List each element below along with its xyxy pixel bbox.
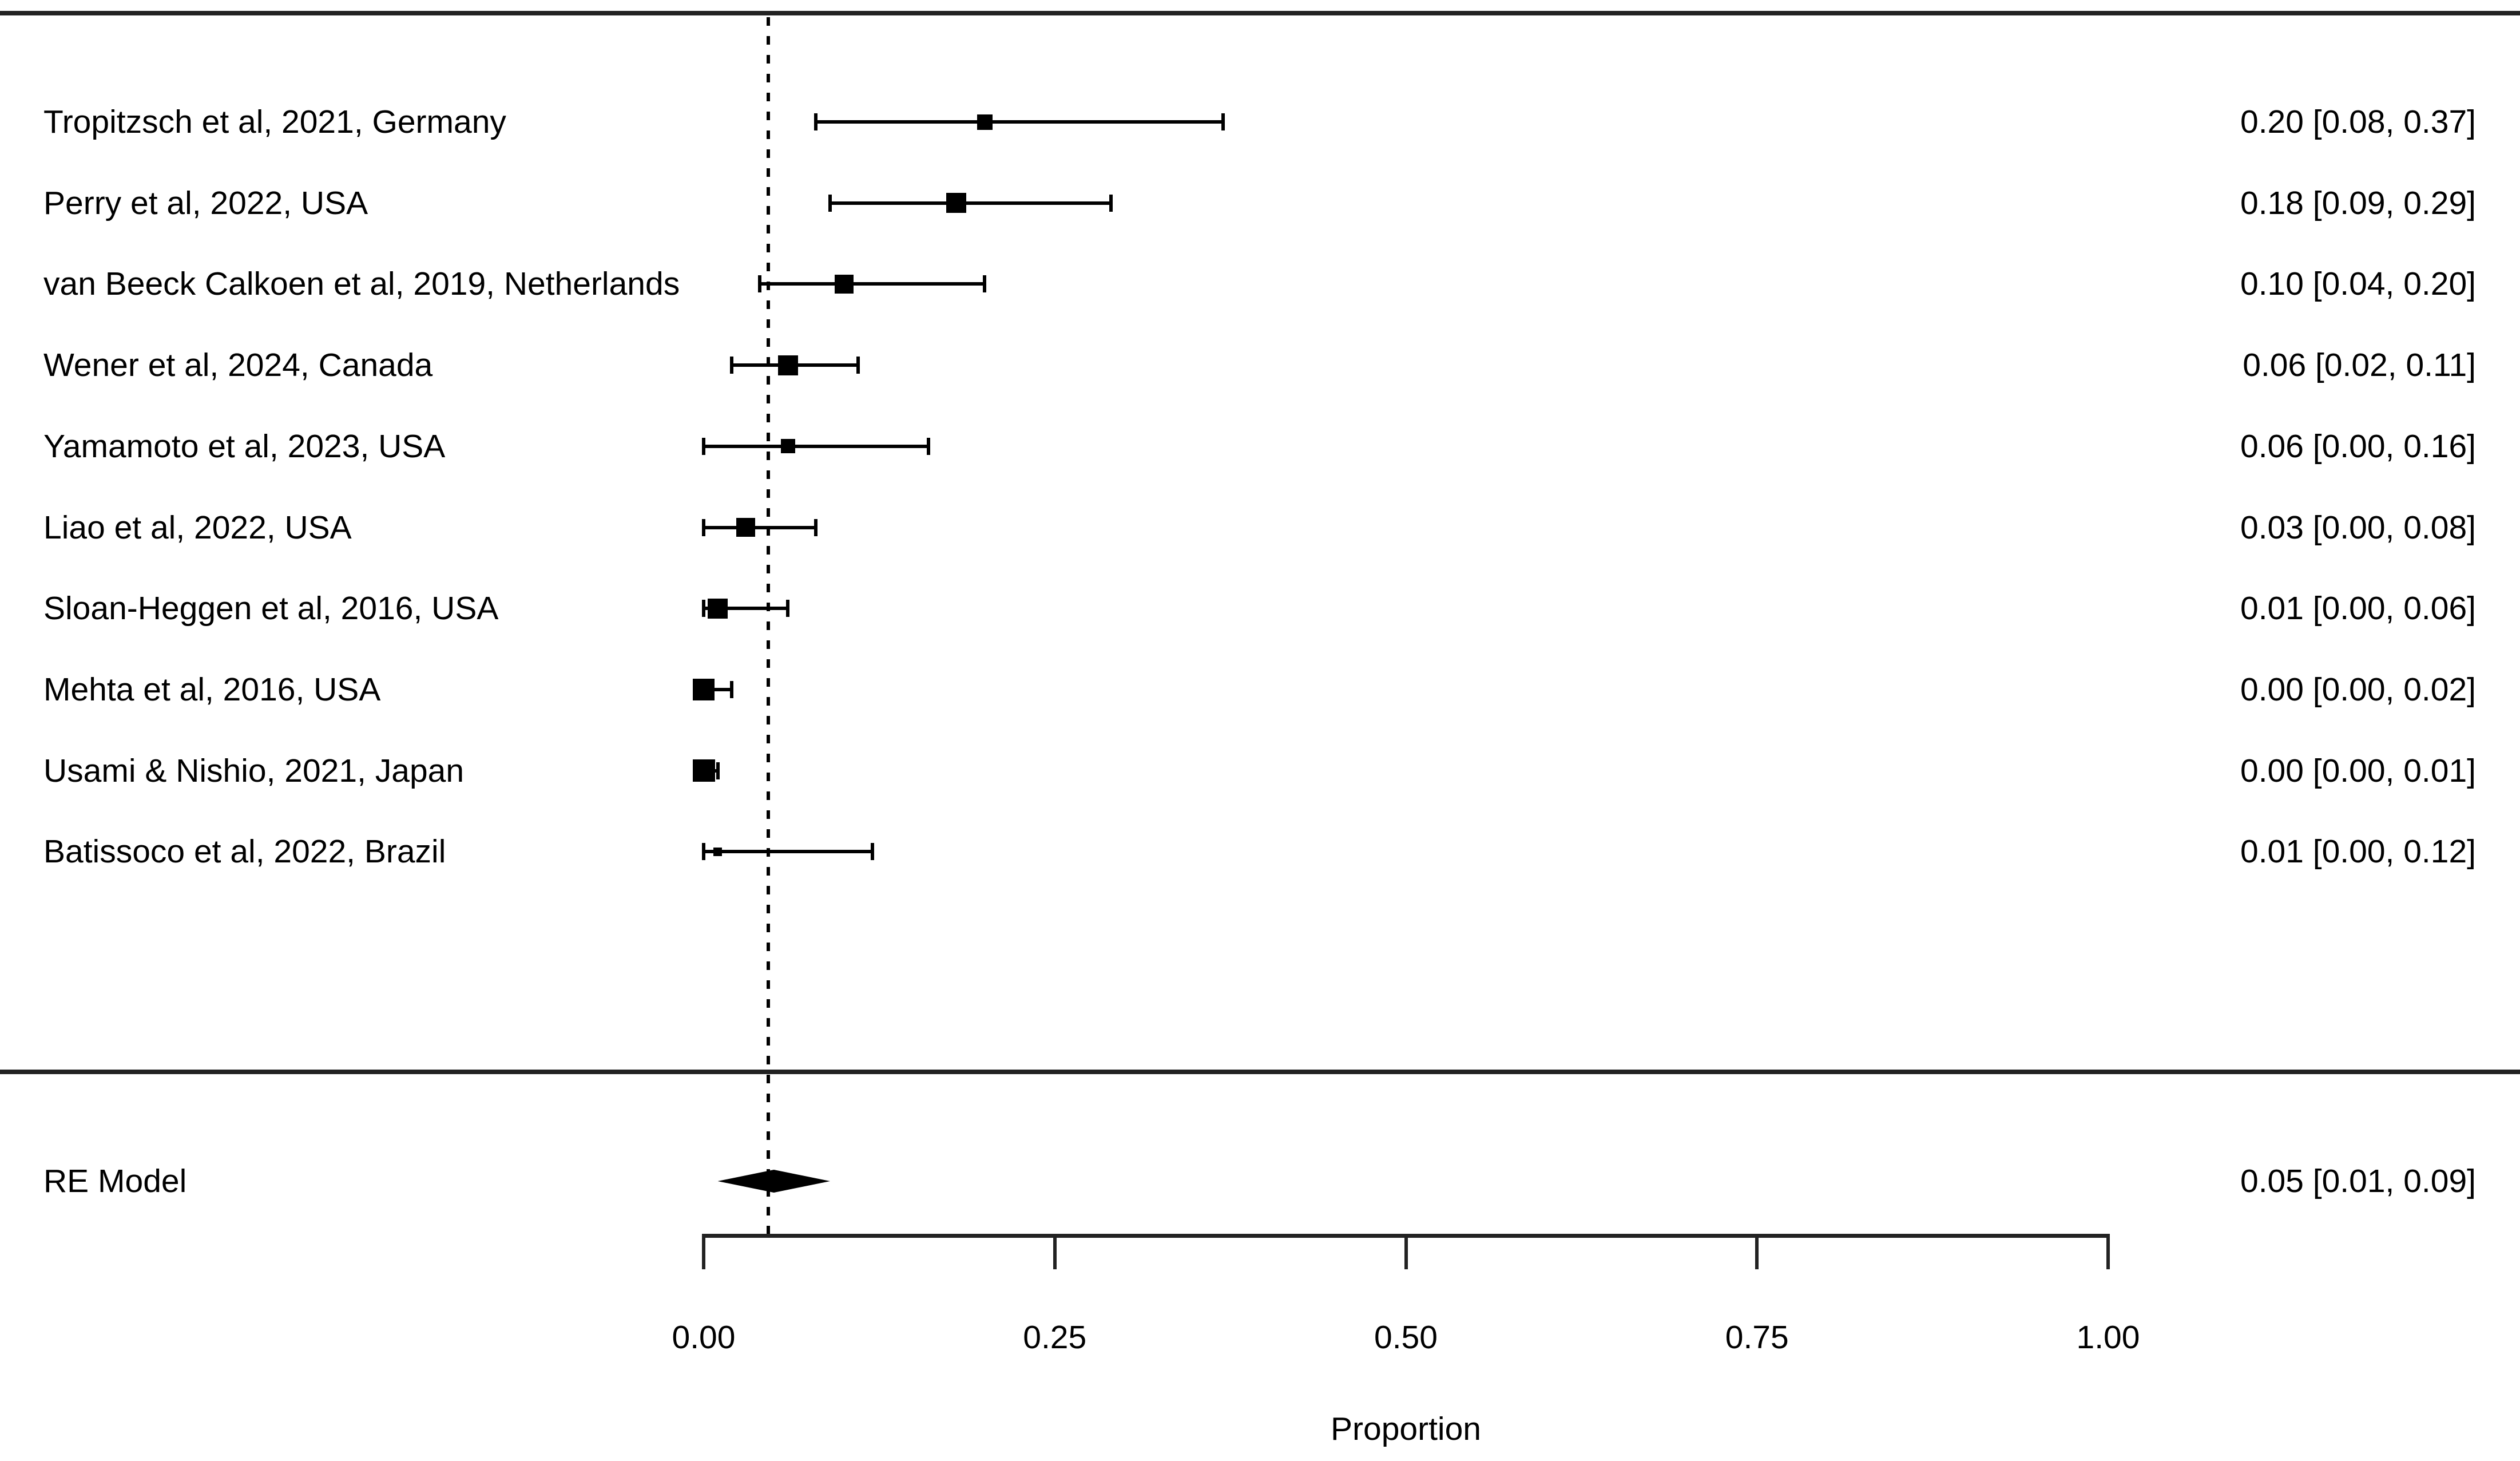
study-label: Yamamoto et al, 2023, USA bbox=[43, 427, 446, 465]
estimate-square bbox=[713, 847, 723, 856]
ci-cap-left bbox=[814, 113, 818, 130]
summary-label: RE Model bbox=[43, 1163, 187, 1199]
estimate-square bbox=[736, 518, 756, 537]
x-axis-line bbox=[702, 1234, 2110, 1238]
estimate-annotation: 0.01 [0.00, 0.06] bbox=[2240, 590, 2476, 627]
ci-cap-right bbox=[786, 600, 790, 617]
ci-line bbox=[760, 282, 985, 286]
x-axis-tick bbox=[1053, 1236, 1057, 1269]
ci-cap-right bbox=[870, 843, 874, 861]
study-label: Mehta et al, 2016, USA bbox=[43, 671, 381, 708]
x-axis-tick bbox=[702, 1236, 705, 1269]
ci-cap-right bbox=[926, 437, 930, 455]
ci-line bbox=[704, 607, 788, 611]
x-axis-tick-label: 0.50 bbox=[1374, 1319, 1438, 1356]
estimate-annotation: 0.06 [0.02, 0.11] bbox=[2243, 347, 2476, 384]
ci-cap-left bbox=[758, 275, 762, 293]
ci-cap-left bbox=[702, 518, 705, 536]
estimate-annotation: 0.10 [0.04, 0.20] bbox=[2240, 266, 2476, 303]
study-label: Perry et al, 2022, USA bbox=[43, 184, 368, 221]
ci-line bbox=[816, 120, 1224, 124]
x-axis-tick-label: 0.75 bbox=[1725, 1319, 1789, 1356]
estimate-annotation: 0.00 [0.00, 0.01] bbox=[2240, 752, 2476, 789]
estimate-square bbox=[777, 355, 798, 375]
reference-dashed-line bbox=[766, 17, 770, 1236]
x-axis-tick-label: 0.00 bbox=[672, 1319, 736, 1356]
ci-cap-right bbox=[983, 275, 986, 293]
study-label: Tropitzsch et al, 2021, Germany bbox=[43, 104, 506, 140]
estimate-annotation: 0.01 [0.00, 0.12] bbox=[2240, 833, 2476, 870]
summary-annotation: 0.05 [0.01, 0.09] bbox=[2240, 1163, 2476, 1199]
estimate-square bbox=[692, 759, 715, 782]
ci-cap-left bbox=[730, 357, 734, 374]
x-axis-tick bbox=[1755, 1236, 1759, 1269]
study-label: Batissoco et al, 2022, Brazil bbox=[43, 833, 446, 870]
estimate-annotation: 0.00 [0.00, 0.02] bbox=[2240, 671, 2476, 708]
ci-cap-right bbox=[856, 357, 860, 374]
estimate-annotation: 0.03 [0.00, 0.08] bbox=[2240, 509, 2476, 546]
ci-line bbox=[830, 201, 1111, 205]
ci-cap-right bbox=[730, 680, 734, 698]
estimate-annotation: 0.06 [0.00, 0.16] bbox=[2240, 427, 2476, 465]
x-axis-tick-label: 1.00 bbox=[2076, 1319, 2140, 1356]
ci-cap-left bbox=[702, 843, 705, 861]
estimate-annotation: 0.20 [0.08, 0.37] bbox=[2240, 104, 2476, 140]
ci-line bbox=[704, 444, 928, 448]
estimate-square bbox=[708, 598, 728, 619]
ci-cap-left bbox=[702, 600, 705, 617]
ci-cap-right bbox=[1109, 194, 1113, 212]
study-label: Usami & Nishio, 2021, Japan bbox=[43, 752, 465, 789]
ci-cap-right bbox=[716, 762, 720, 779]
ci-cap-right bbox=[1221, 113, 1225, 130]
x-axis-tick bbox=[2106, 1236, 2110, 1269]
x-axis-title: Proportion bbox=[1331, 1411, 1481, 1447]
study-label: van Beeck Calkoen et al, 2019, Netherlan… bbox=[43, 266, 680, 303]
x-axis-tick-label: 0.25 bbox=[1023, 1319, 1087, 1356]
estimate-square bbox=[780, 439, 795, 454]
ci-cap-right bbox=[814, 518, 818, 536]
estimate-square bbox=[946, 193, 967, 213]
summary-separator-rule bbox=[0, 1070, 2520, 1074]
ci-line bbox=[704, 687, 732, 691]
ci-cap-left bbox=[702, 437, 705, 455]
estimate-square bbox=[977, 114, 993, 130]
estimate-annotation: 0.18 [0.09, 0.29] bbox=[2240, 184, 2476, 221]
x-axis-tick bbox=[1404, 1236, 1408, 1269]
study-label: Liao et al, 2022, USA bbox=[43, 509, 352, 546]
study-label: Sloan-Heggen et al, 2016, USA bbox=[43, 590, 499, 627]
ci-cap-left bbox=[828, 194, 832, 212]
top-rule bbox=[0, 11, 2520, 15]
estimate-square bbox=[693, 678, 715, 700]
ci-line bbox=[704, 525, 816, 529]
estimate-square bbox=[835, 274, 854, 294]
ci-line bbox=[704, 850, 872, 854]
study-label: Wener et al, 2024, Canada bbox=[43, 347, 433, 384]
summary-diamond bbox=[717, 1170, 830, 1193]
